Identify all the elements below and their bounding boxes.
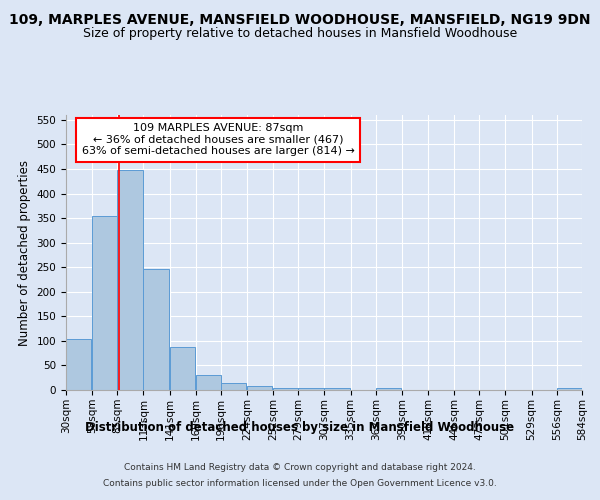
Text: 109, MARPLES AVENUE, MANSFIELD WOODHOUSE, MANSFIELD, NG19 9DN: 109, MARPLES AVENUE, MANSFIELD WOODHOUSE… <box>9 12 591 26</box>
Bar <box>66 340 91 390</box>
Text: Contains HM Land Registry data © Crown copyright and database right 2024.: Contains HM Land Registry data © Crown c… <box>124 464 476 472</box>
Y-axis label: Number of detached properties: Number of detached properties <box>18 160 31 346</box>
Bar <box>221 383 246 390</box>
Text: Size of property relative to detached houses in Mansfield Woodhouse: Size of property relative to detached ho… <box>83 28 517 40</box>
Bar <box>273 388 298 390</box>
Bar <box>118 170 143 390</box>
Bar <box>143 268 169 390</box>
Bar <box>557 388 582 390</box>
Bar <box>92 216 118 390</box>
Text: Distribution of detached houses by size in Mansfield Woodhouse: Distribution of detached houses by size … <box>85 421 515 434</box>
Bar <box>247 386 272 390</box>
Text: Contains public sector information licensed under the Open Government Licence v3: Contains public sector information licen… <box>103 478 497 488</box>
Bar <box>170 347 195 390</box>
Bar <box>325 388 350 390</box>
Bar <box>298 388 323 390</box>
Bar <box>376 388 401 390</box>
Text: 109 MARPLES AVENUE: 87sqm
← 36% of detached houses are smaller (467)
63% of semi: 109 MARPLES AVENUE: 87sqm ← 36% of detac… <box>82 123 355 156</box>
Bar <box>196 376 221 390</box>
